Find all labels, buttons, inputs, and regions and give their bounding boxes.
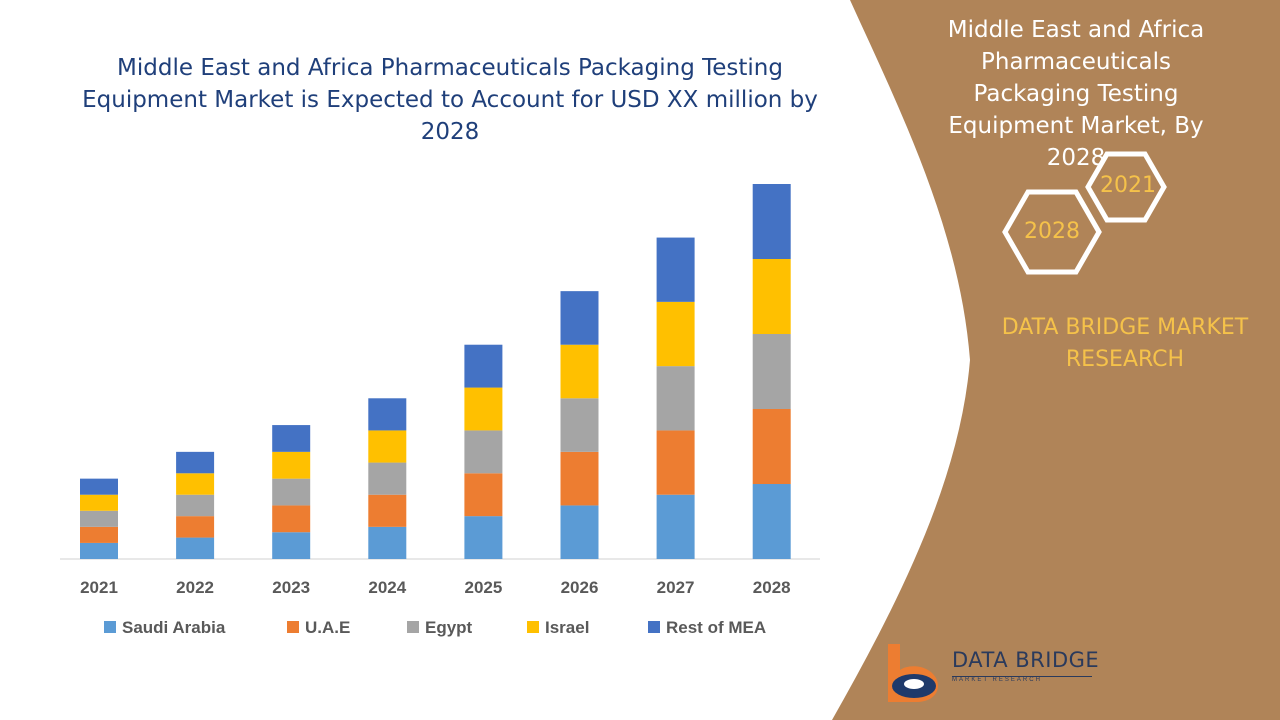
bar-segment-israel-2023 [272,451,311,479]
legend-label: Israel [545,618,589,637]
brand-text: DATA BRIDGE MARKET RESEARCH [1001,315,1249,372]
bar-segment-saudi-arabia-2021 [80,542,118,559]
x-tick-label: 2028 [753,578,791,597]
x-tick-label: 2024 [368,578,406,597]
legend-label: U.A.E [305,618,350,637]
bar-segment-egypt-2022 [176,494,215,517]
bar-segment-saudi-arabia-2027 [656,494,695,559]
chart-title: Middle East and Africa Pharmaceuticals P… [82,55,818,145]
bar-segment-rest-of-mea-2028 [752,184,791,259]
bar-segment-egypt-2028 [752,334,791,409]
bar-segment-u-a-e-2021 [80,526,118,543]
x-tick-label: 2023 [272,578,310,597]
bar-segment-israel-2025 [464,387,503,431]
bar-segment-israel-2028 [752,259,791,334]
x-tick-label: 2022 [176,578,214,597]
bar-segment-rest-of-mea-2024 [368,398,407,431]
logo-b-icon [888,644,938,702]
bar-segment-u-a-e-2026 [560,451,599,506]
bar-segment-egypt-2026 [560,398,599,452]
x-tick-label: 2027 [657,578,695,597]
bar-segment-egypt-2023 [272,478,311,506]
bar-segment-u-a-e-2028 [752,409,791,484]
legend-swatch [104,621,116,633]
bar-segment-egypt-2027 [656,366,695,431]
bar-segment-saudi-arabia-2025 [464,516,503,559]
bar-segment-rest-of-mea-2023 [272,425,311,452]
bar-segment-saudi-arabia-2026 [560,505,599,559]
legend-swatch [527,621,539,633]
bar-segment-israel-2027 [656,301,695,367]
bar-segment-egypt-2024 [368,462,407,495]
logo-subtitle: MARKET RESEARCH [952,676,1092,683]
bar-segment-saudi-arabia-2023 [272,532,311,559]
bar-segment-saudi-arabia-2028 [752,484,791,559]
bar-segment-rest-of-mea-2022 [176,451,215,474]
bar-segment-rest-of-mea-2025 [464,344,503,388]
legend-swatch [407,621,419,633]
bar-segment-u-a-e-2027 [656,430,695,495]
legend-swatch [648,621,660,633]
bar-segment-u-a-e-2022 [176,516,215,538]
x-tick-label: 2025 [464,578,502,597]
side-panel-title: Middle East and Africa Pharmaceuticals P… [947,17,1205,171]
bar-segment-u-a-e-2024 [368,494,407,527]
bar-segment-saudi-arabia-2022 [176,537,215,559]
bar-segment-israel-2026 [560,344,599,399]
bar-segment-egypt-2025 [464,430,503,474]
bar-segment-u-a-e-2025 [464,473,503,517]
bar-segment-israel-2024 [368,430,407,463]
legend-swatch [287,621,299,633]
bar-segment-israel-2021 [80,494,118,511]
hexagon-year-end: 2028 [1024,219,1080,244]
x-tick-label: 2026 [561,578,599,597]
bar-segment-rest-of-mea-2021 [80,478,118,495]
legend-label: Saudi Arabia [122,618,226,637]
legend-label: Egypt [425,618,473,637]
x-tick-label: 2021 [80,578,118,597]
bar-segment-u-a-e-2023 [272,505,311,533]
bar-segment-egypt-2021 [80,510,118,527]
bar-segment-rest-of-mea-2027 [656,237,695,302]
logo: DATA BRIDGE MARKET RESEARCH [880,638,1110,708]
bar-segment-israel-2022 [176,473,215,495]
bar-segment-saudi-arabia-2024 [368,526,407,559]
logo-name: DATA BRIDGE [952,648,1100,672]
hexagon-year-start: 2021 [1100,173,1156,198]
bar-segment-rest-of-mea-2026 [560,291,599,345]
stacked-bar-chart: 2021 2022 2023 2024 2025 2026 2027 2028 Saudi A… [60,184,820,637]
legend-label: Rest of MEA [666,618,766,637]
